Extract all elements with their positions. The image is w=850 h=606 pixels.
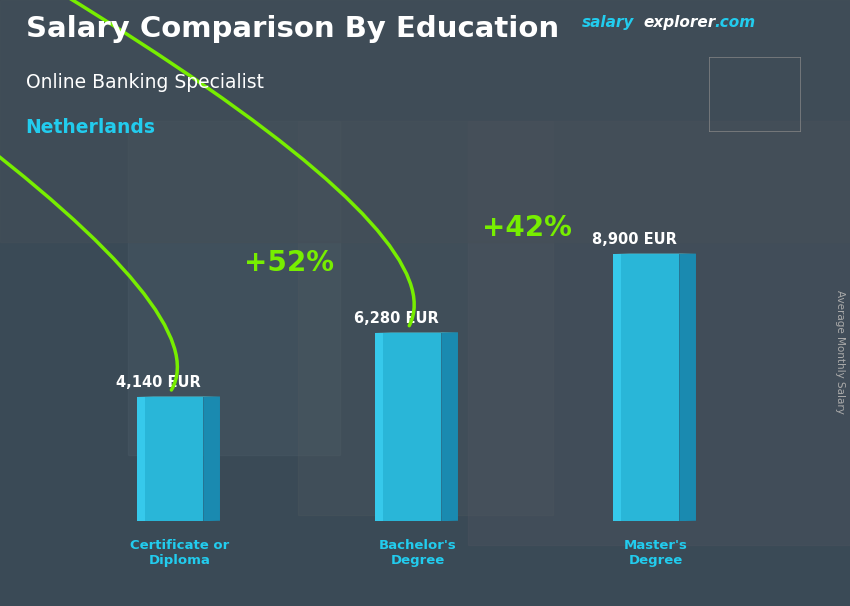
Text: 8,900 EUR: 8,900 EUR: [592, 233, 677, 247]
Text: Average Monthly Salary: Average Monthly Salary: [835, 290, 845, 413]
Bar: [375, 333, 441, 521]
Polygon shape: [679, 254, 696, 521]
Text: +52%: +52%: [244, 249, 334, 277]
Text: Bachelor's
Degree: Bachelor's Degree: [378, 539, 456, 567]
Bar: [613, 254, 679, 521]
Text: .com: .com: [714, 15, 755, 30]
Bar: [128, 121, 340, 454]
Text: Master's
Degree: Master's Degree: [624, 539, 688, 567]
Polygon shape: [203, 396, 220, 521]
Text: salary: salary: [582, 15, 635, 30]
Text: Certificate or
Diploma: Certificate or Diploma: [130, 539, 230, 567]
Text: Salary Comparison By Education: Salary Comparison By Education: [26, 15, 558, 43]
Text: Online Banking Specialist: Online Banking Specialist: [26, 73, 264, 92]
Polygon shape: [441, 332, 458, 521]
Text: +42%: +42%: [482, 214, 572, 242]
Text: explorer: explorer: [643, 15, 716, 30]
Bar: [137, 397, 144, 521]
Text: Netherlands: Netherlands: [26, 118, 156, 137]
Bar: [613, 254, 620, 521]
Bar: [375, 333, 383, 521]
Bar: [0, 0, 850, 242]
Text: 4,140 EUR: 4,140 EUR: [116, 375, 201, 390]
Bar: [137, 397, 203, 521]
Bar: [468, 121, 850, 545]
Text: 6,280 EUR: 6,280 EUR: [354, 311, 439, 326]
Bar: [298, 121, 552, 515]
